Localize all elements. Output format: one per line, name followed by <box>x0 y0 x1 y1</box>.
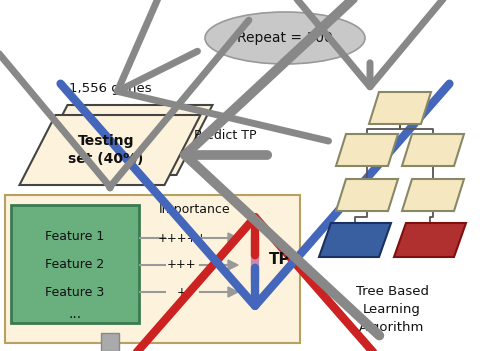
Text: Feature 3: Feature 3 <box>45 285 105 298</box>
Polygon shape <box>228 287 238 297</box>
Polygon shape <box>32 105 212 175</box>
Text: ...: ... <box>69 307 81 321</box>
Polygon shape <box>19 115 201 185</box>
Text: Tree Based
Learning
Algorithm: Tree Based Learning Algorithm <box>356 285 429 334</box>
Text: +: + <box>177 285 187 298</box>
Text: TP: TP <box>269 252 291 267</box>
Polygon shape <box>336 179 398 211</box>
Polygon shape <box>319 223 391 257</box>
Polygon shape <box>336 134 398 166</box>
FancyBboxPatch shape <box>101 333 119 351</box>
Polygon shape <box>228 233 238 243</box>
Text: 1,556 genes: 1,556 genes <box>69 82 151 95</box>
Text: Testing
set (40%): Testing set (40%) <box>68 134 144 166</box>
Polygon shape <box>228 260 238 270</box>
FancyBboxPatch shape <box>5 195 300 343</box>
Text: +++++: +++++ <box>157 232 206 245</box>
Text: Repeat = 100: Repeat = 100 <box>237 31 333 45</box>
Polygon shape <box>394 223 466 257</box>
Polygon shape <box>369 92 431 124</box>
Text: Predict TP: Predict TP <box>194 129 256 142</box>
FancyBboxPatch shape <box>11 205 139 323</box>
Ellipse shape <box>205 12 365 64</box>
Text: +++: +++ <box>167 258 197 272</box>
Polygon shape <box>402 179 464 211</box>
Polygon shape <box>402 134 464 166</box>
Text: Importance: Importance <box>159 204 231 217</box>
Text: Feature 2: Feature 2 <box>45 258 105 271</box>
Text: Feature 1: Feature 1 <box>45 230 105 243</box>
